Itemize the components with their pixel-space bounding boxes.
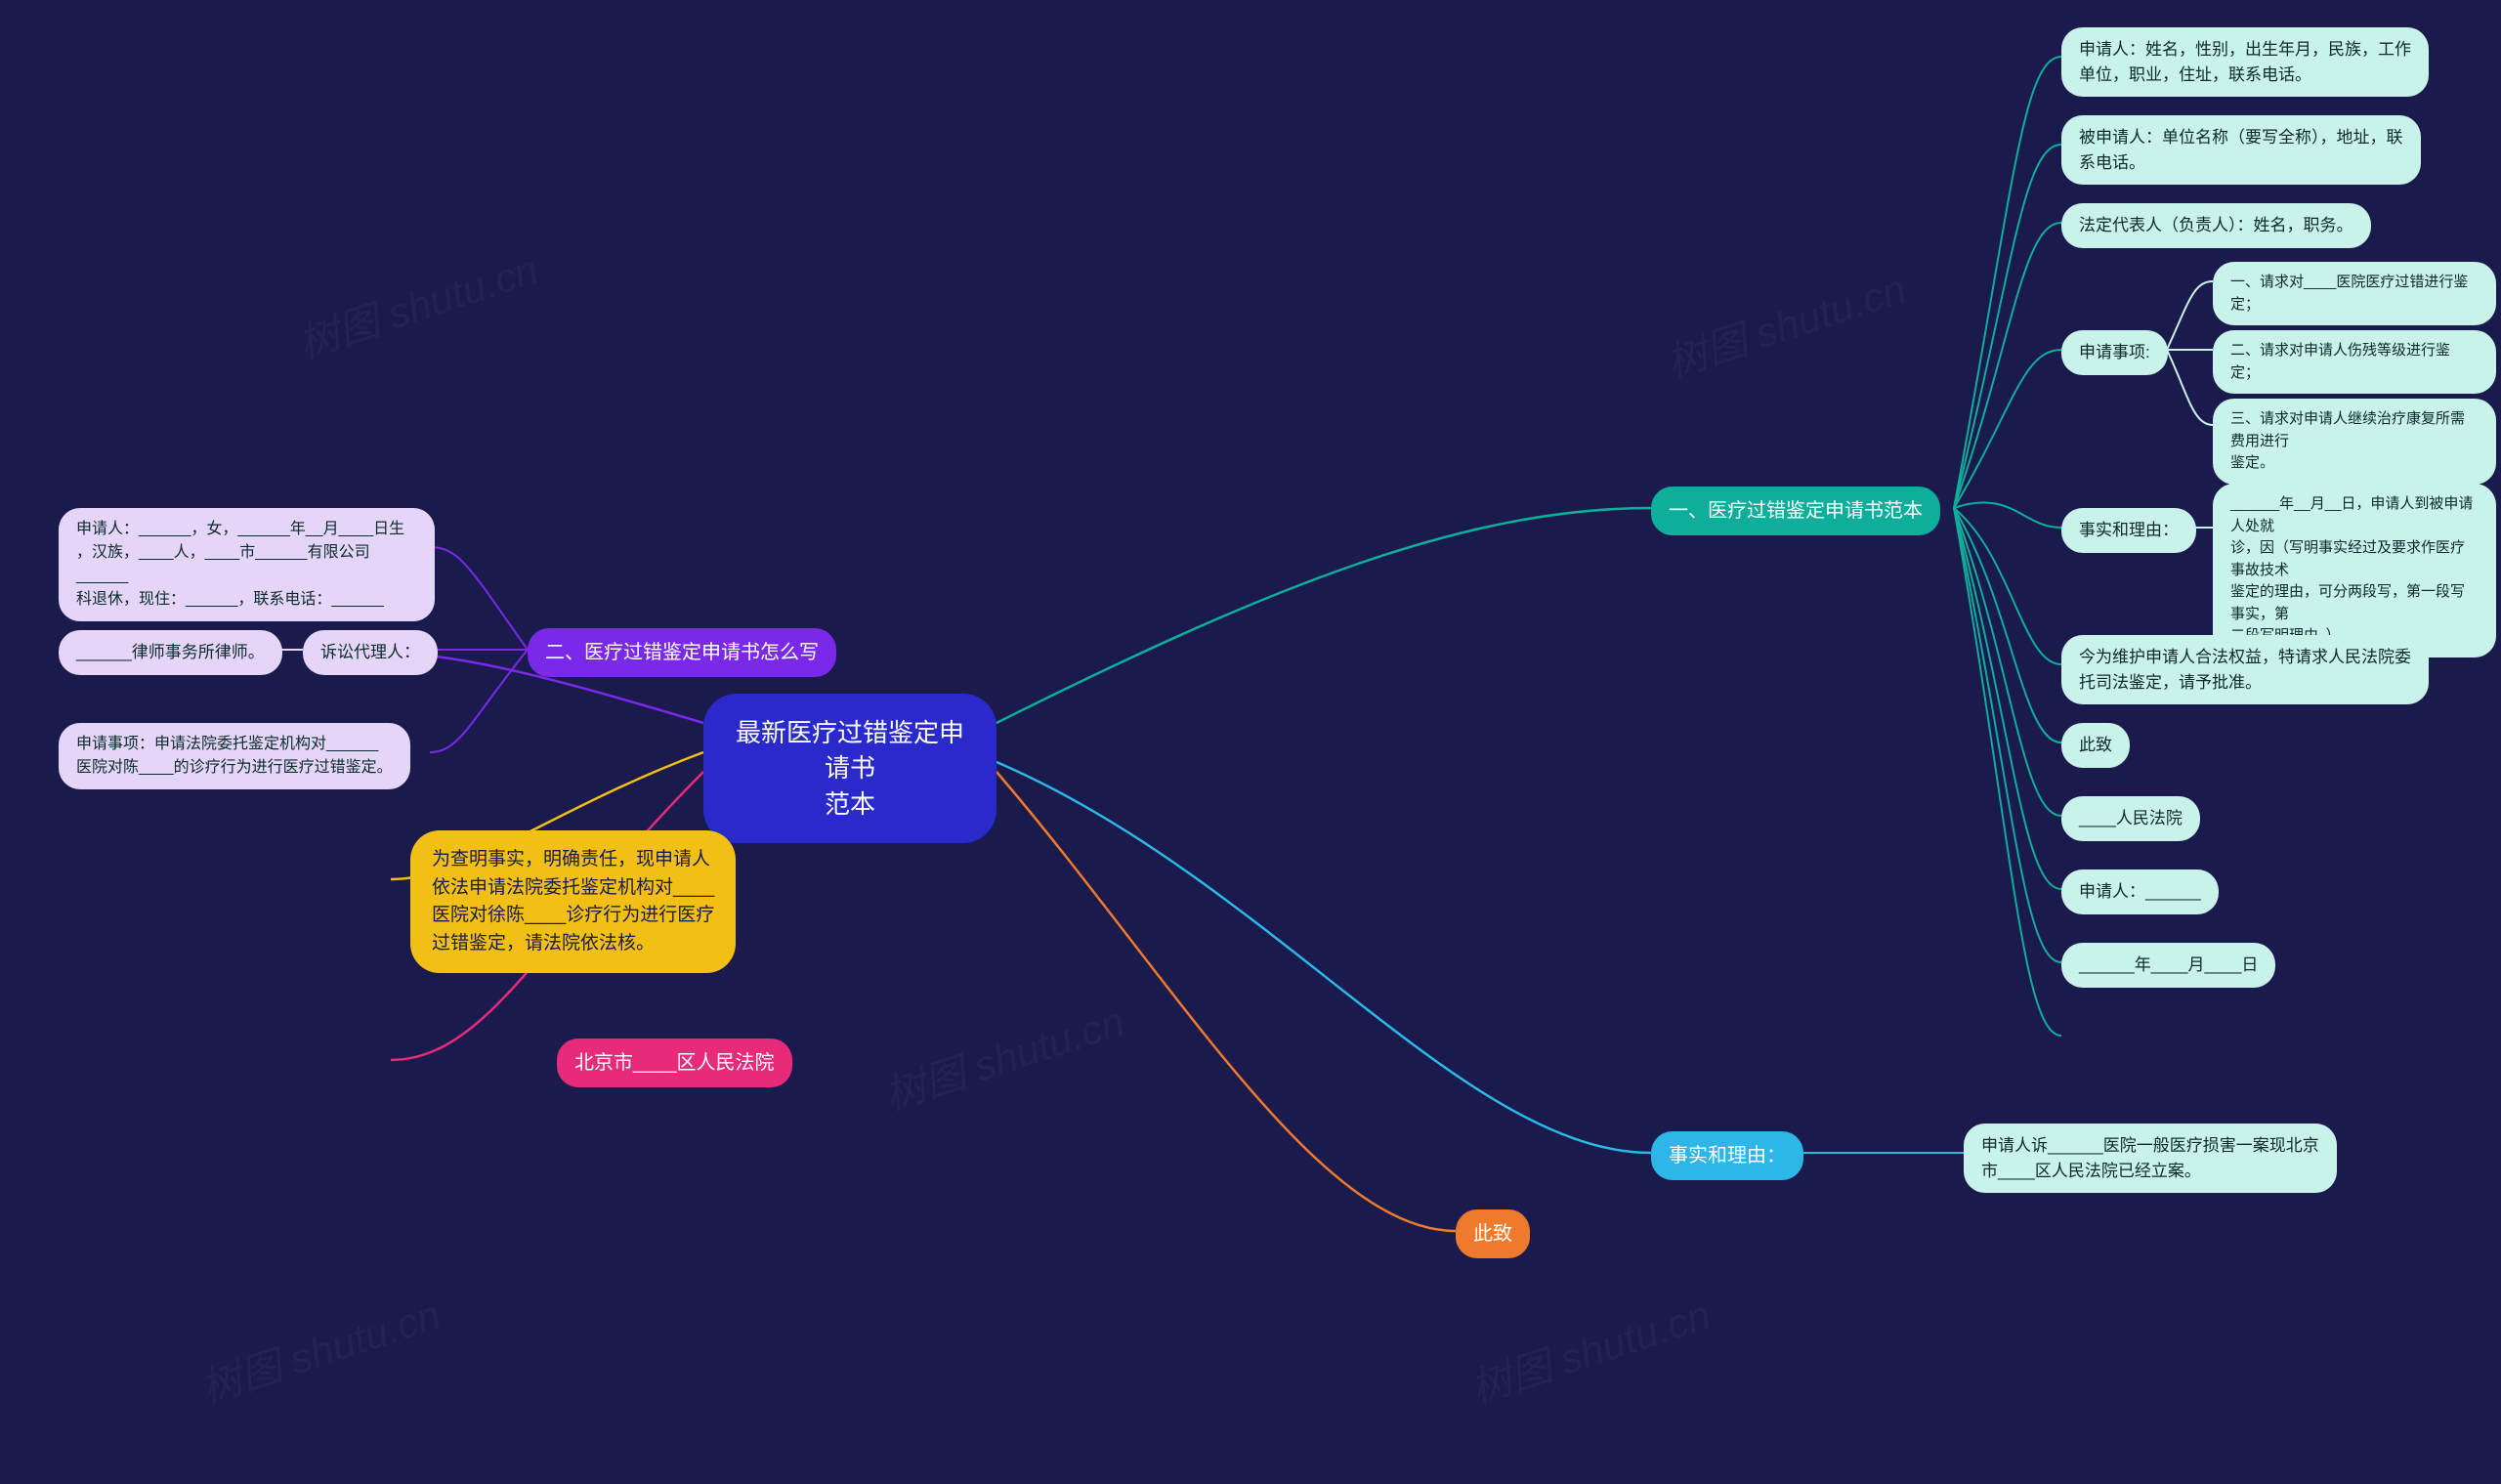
watermark: 树图 shutu.cn [1462, 1282, 1717, 1416]
sub-agent: 诉讼代理人： [303, 630, 438, 675]
leaf-cizhi: 此致 [2061, 723, 2130, 768]
leaf-respondent: 被申请人：单位名称（要写全称），地址，联 系电话。 [2061, 115, 2421, 185]
branch-facts: 事实和理由： [1651, 1131, 1803, 1180]
branch-purpose: 为查明事实，明确责任，现申请人 依法申请法院委托鉴定机构对____ 医院对徐陈_… [410, 830, 736, 973]
sub-apply-items: 申请事项: [2061, 330, 2168, 375]
branch-howto: 二、医疗过错鉴定申请书怎么写 [528, 628, 836, 677]
sub-reason: 事实和理由： [2061, 508, 2196, 553]
watermark: 树图 shutu.cn [290, 236, 545, 370]
leaf-applicant-detail: 申请人：______，女，______年__月____日生 ，汉族，____人，… [59, 508, 435, 621]
leaf-req3: 三、请求对申请人继续治疗康复所需费用进行 鉴定。 [2213, 399, 2496, 485]
watermark: 树图 shutu.cn [192, 1282, 447, 1416]
branch-cizhi: 此致 [1456, 1209, 1530, 1258]
leaf-lawyer: ______律师事务所律师。 [59, 630, 282, 675]
leaf-req2: 二、请求对申请人伤残等级进行鉴定； [2213, 330, 2496, 394]
leaf-date: ______年____月____日 [2061, 943, 2275, 988]
leaf-signer: 申请人：______ [2061, 869, 2219, 914]
leaf-court: ____人民法院 [2061, 796, 2200, 841]
leaf-case-filed: 申请人诉______医院一般医疗损害一案现北京 市____区人民法院已经立案。 [1964, 1124, 2337, 1193]
branch-court: 北京市____区人民法院 [557, 1039, 792, 1087]
leaf-legal-rep: 法定代表人（负责人）：姓名，职务。 [2061, 203, 2371, 248]
root-node: 最新医疗过错鉴定申请书 范本 [703, 694, 996, 843]
leaf-applicant: 申请人：姓名，性别，出生年月，民族，工作 单位，职业，住址，联系电话。 [2061, 27, 2429, 97]
leaf-reason-detail: ______年__月__日，申请人到被申请人处就 诊，因（写明事实经过及要求作医… [2213, 484, 2496, 657]
watermark: 树图 shutu.cn [876, 989, 1131, 1123]
leaf-apply-matter: 申请事项：申请法院委托鉴定机构对______ 医院对陈____的诊疗行为进行医疗… [59, 723, 410, 789]
leaf-request-court: 今为维护申请人合法权益，特请求人民法院委 托司法鉴定，请予批准。 [2061, 635, 2429, 704]
watermark: 树图 shutu.cn [1658, 256, 1913, 390]
leaf-req1: 一、请求对____医院医疗过错进行鉴定； [2213, 262, 2496, 325]
branch-sample: 一、医疗过错鉴定申请书范本 [1651, 487, 1940, 535]
